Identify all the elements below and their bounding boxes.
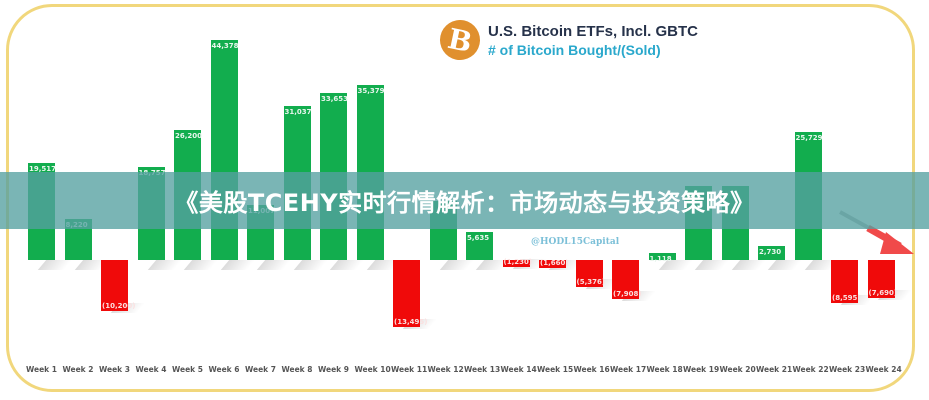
x-tick-label: Week 1 xyxy=(26,365,57,374)
x-tick-label: Week 15 xyxy=(537,365,574,374)
bar-week-24: (7,690) xyxy=(867,260,898,299)
bar-value-label: 5,635 xyxy=(467,234,490,243)
x-tick-label: Week 14 xyxy=(500,365,537,374)
bar-week-14: (1,230) xyxy=(502,258,533,267)
chart-subtitle: # of Bitcoin Bought/(Sold) xyxy=(488,41,661,58)
x-tick-label: Week 23 xyxy=(829,365,866,374)
bar-week-21: 2,730 xyxy=(758,246,785,260)
x-tick-label: Week 8 xyxy=(281,365,313,374)
x-tick-label: Week 7 xyxy=(245,365,276,374)
x-tick-label: Week 2 xyxy=(62,365,94,374)
x-tick-label: Week 21 xyxy=(756,365,793,374)
title-banner: 《美股TCEHY实时行情解析：市场动态与投资策略》 xyxy=(0,172,929,229)
banner-title: 《美股TCEHY实时行情解析：市场动态与投资策略》 xyxy=(174,189,755,217)
bar-value-label: 25,729 xyxy=(795,134,823,143)
x-tick-label: Week 5 xyxy=(172,365,203,374)
x-tick-label: Week 6 xyxy=(208,365,240,374)
bar-value-label: 33,653 xyxy=(321,95,349,104)
bar-value-label: 26,200 xyxy=(175,132,203,141)
x-tick-label: Week 19 xyxy=(683,365,720,374)
bar-week-23: (8,595) xyxy=(831,260,861,303)
bar-value-label: (1,660) xyxy=(540,259,569,268)
bar-value-label: (10,200) xyxy=(102,301,136,310)
chart-header: B U.S. Bitcoin ETFs, Incl. GBTC # of Bit… xyxy=(436,16,699,64)
bar-value-label: 19,517 xyxy=(29,165,57,174)
bar-value-label: 1,118 xyxy=(649,255,672,263)
x-tick-label: Week 20 xyxy=(719,365,756,374)
bar-value-label: 44,378 xyxy=(211,42,239,50)
chart-title: U.S. Bitcoin ETFs, Incl. GBTC xyxy=(488,22,699,40)
bar-week-17: (7,908) xyxy=(612,260,642,300)
bar-week-15: (1,660) xyxy=(539,259,569,269)
bar-value-label: 35,379 xyxy=(357,86,385,95)
x-tick-label: Week 13 xyxy=(464,365,501,374)
bar-value-label: (5,376) xyxy=(576,277,606,286)
x-tick-label: Week 18 xyxy=(646,365,683,374)
x-tick-label: Week 24 xyxy=(865,365,902,374)
bar-value-label: 31,037 xyxy=(284,108,312,117)
x-tick-label: Week 17 xyxy=(610,365,647,374)
bar-value-label: (1,230) xyxy=(503,258,533,266)
x-tick-label: Week 9 xyxy=(318,365,349,374)
x-tick-label: Week 10 xyxy=(354,365,391,374)
watermark: @HODL15Capital xyxy=(531,237,620,247)
bar-value-label: (8,595) xyxy=(832,293,861,302)
bar-value-label: (7,690) xyxy=(868,289,898,298)
bar-week-13: 5,635 xyxy=(466,232,493,260)
bar-value-label: 2,730 xyxy=(759,248,782,257)
bar-week-18: 1,118 xyxy=(648,253,676,263)
bitcoin-icon: B xyxy=(436,16,484,64)
bar-week-3: (10,200) xyxy=(101,260,135,311)
x-tick-label: Week 11 xyxy=(391,365,428,374)
x-tick-label: Week 12 xyxy=(427,365,464,374)
bar-week-16: (5,376) xyxy=(575,260,606,287)
x-tick-label: Week 4 xyxy=(135,365,167,374)
bar-value-label: (13,495) xyxy=(394,317,428,326)
bar-value-label: (7,908) xyxy=(613,290,642,299)
x-tick-label: Week 16 xyxy=(573,365,610,374)
x-tick-label: Week 3 xyxy=(99,365,130,374)
x-tick-label: Week 22 xyxy=(792,365,829,374)
bar-week-11: (13,495) xyxy=(393,260,427,327)
